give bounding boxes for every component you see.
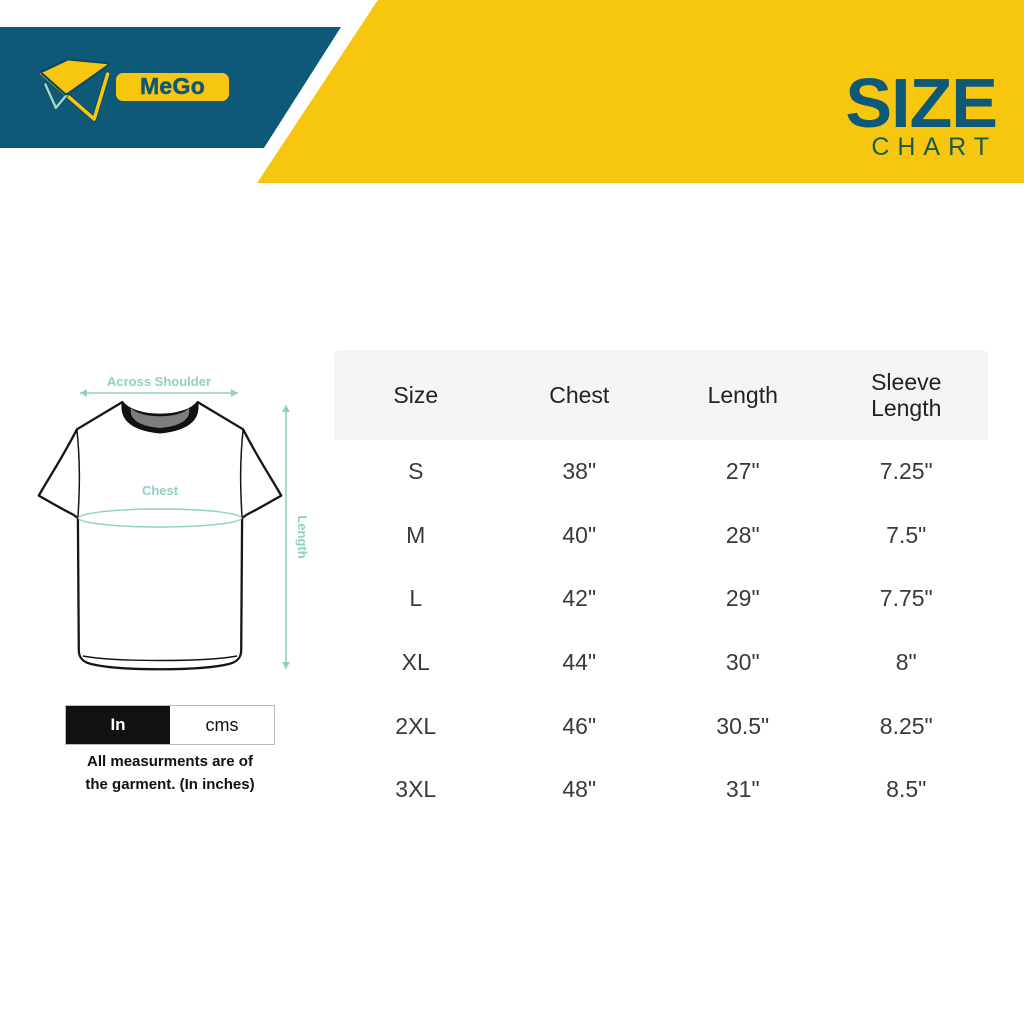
svg-text:Length: Length [295,515,310,558]
svg-text:Chest: Chest [142,483,179,498]
svg-text:Across Shoulder: Across Shoulder [107,375,211,389]
